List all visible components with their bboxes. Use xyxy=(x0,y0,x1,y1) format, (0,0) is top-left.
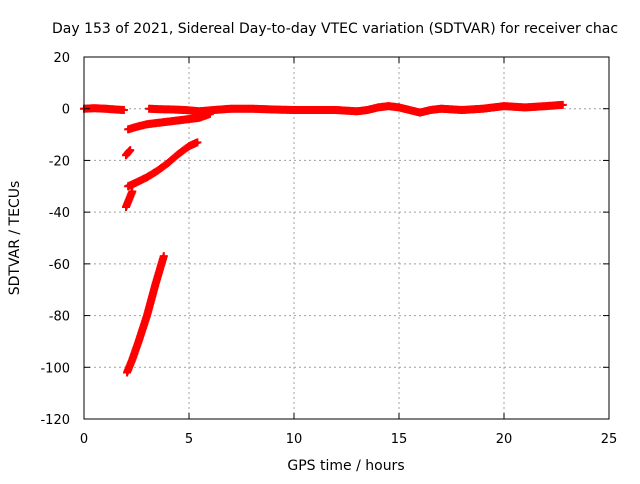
chart-title: Day 153 of 2021, Sidereal Day-to-day VTE… xyxy=(52,21,618,37)
x-tick-label: 20 xyxy=(496,432,513,447)
y-tick-label: -120 xyxy=(40,413,70,428)
x-axis-label: GPS time / hours xyxy=(287,458,404,474)
y-tick-label: -100 xyxy=(40,361,70,376)
data-point xyxy=(119,106,128,115)
y-tick-label: -20 xyxy=(49,154,70,169)
y-tick-label: -40 xyxy=(49,206,70,221)
plot-frame xyxy=(83,56,610,420)
axis-ticks: 0 5 10 15 20 25 -120 -100 -80 -60 -40 -20 0 20 xyxy=(40,51,617,447)
data-point xyxy=(128,187,137,196)
data-points xyxy=(80,100,567,377)
x-tick-label: 5 xyxy=(185,432,193,447)
data-point xyxy=(159,252,168,261)
y-tick-label: 20 xyxy=(53,51,70,66)
data-point xyxy=(126,146,135,155)
data-point xyxy=(558,100,567,109)
x-tick-label: 10 xyxy=(286,432,303,447)
y-tick-label: 0 xyxy=(62,103,70,118)
x-tick-label: 0 xyxy=(80,432,88,447)
y-axis-label: SDTVAR / TECUs xyxy=(7,181,23,296)
x-tick-label: 15 xyxy=(391,432,408,447)
y-tick-label: -80 xyxy=(49,310,70,325)
data-point xyxy=(206,109,214,118)
grid-lines xyxy=(84,57,609,419)
y-tick-label: -60 xyxy=(49,258,70,273)
x-tick-label: 25 xyxy=(601,432,618,447)
data-point xyxy=(193,138,202,147)
